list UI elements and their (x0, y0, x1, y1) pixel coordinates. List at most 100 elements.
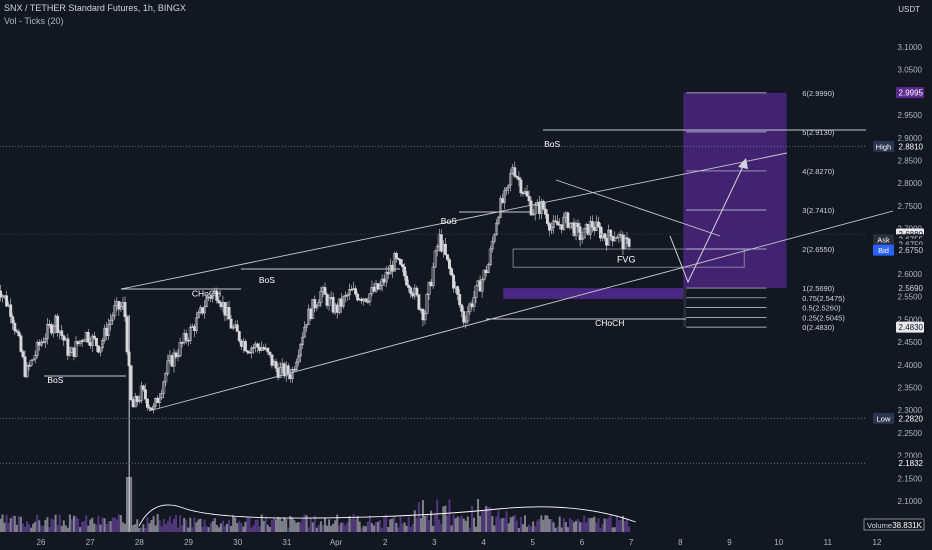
choch-label: CHoCH (595, 318, 624, 328)
candle-body (421, 309, 425, 321)
volume-bar (93, 523, 96, 532)
volume-bar (266, 524, 269, 532)
volume-bar (444, 505, 447, 532)
x-tick-label: 4 (481, 538, 486, 547)
volume-bar (562, 518, 565, 532)
volume-bar (252, 525, 255, 532)
volume-bar (387, 527, 390, 532)
volume-bar (291, 517, 294, 532)
candle-body (466, 311, 470, 322)
candle-body (282, 363, 286, 377)
volume-bar (48, 527, 51, 532)
candle-body (590, 221, 594, 228)
volume-bar (323, 518, 326, 532)
candle-body (135, 396, 139, 402)
candle-body (627, 238, 631, 247)
candle-body (348, 289, 351, 296)
candle-body (31, 358, 35, 361)
volume-bar (491, 516, 494, 532)
candle-body (62, 335, 66, 341)
volume-bar (119, 515, 122, 532)
volume-bar (401, 523, 404, 532)
volume-bar (72, 515, 75, 532)
candle-body (533, 205, 537, 215)
volume-bar (589, 518, 592, 532)
candle-body (323, 287, 327, 295)
volume-bar (575, 520, 578, 532)
trend-line (555, 179, 721, 237)
candle-body (541, 200, 545, 210)
candle-body (315, 305, 319, 309)
volume-bar (507, 523, 510, 532)
volume-bar (479, 515, 482, 532)
candle-body (311, 299, 315, 320)
volume-bar (591, 517, 594, 532)
candle-body (407, 284, 411, 288)
volume-bar (123, 523, 126, 532)
x-tick-label: 27 (86, 538, 95, 547)
volume-label-tag: Volume (867, 521, 892, 530)
candle-body (239, 340, 243, 347)
volume-bar (548, 519, 551, 532)
fib-level-label: 3(2.7410) (802, 206, 835, 215)
volume-bar (334, 520, 337, 532)
volume-bar (336, 514, 339, 532)
candle-body (68, 352, 72, 356)
volume-bar (205, 526, 208, 532)
price-tag-bg (873, 140, 894, 152)
volume-bar (268, 526, 271, 532)
candle-body (494, 222, 498, 236)
volume-bar (448, 499, 451, 532)
volume-bar (152, 516, 155, 532)
volume-bar (454, 518, 457, 532)
candle-body (160, 392, 164, 399)
volume-bar (305, 515, 308, 532)
candles-layer (0, 161, 631, 532)
candle-body (215, 290, 219, 301)
volume-bar (391, 518, 394, 532)
volume-bar (232, 515, 235, 532)
volume-bar (19, 516, 22, 532)
candle-body (597, 221, 600, 227)
candle-body (415, 287, 419, 295)
volume-ma-line (138, 504, 636, 527)
volume-bar (307, 527, 310, 532)
volume-bar (207, 527, 210, 532)
volume-bar (215, 524, 218, 532)
candle-body (250, 347, 253, 354)
volume-bar (126, 477, 129, 532)
volume-bar (407, 516, 410, 532)
candle-body (80, 340, 84, 342)
fib-level-label: 5(2.9130) (802, 128, 835, 137)
volume-bar (381, 527, 384, 532)
y-tick-label: 2.3000 (898, 406, 923, 415)
indicator-label: Vol - Ticks (20) (4, 16, 64, 26)
volume-bar (58, 514, 61, 532)
candle-body (174, 352, 178, 358)
candle-body (405, 275, 409, 286)
fib-level-label: 0.75(2.5475) (802, 294, 845, 303)
volume-bar (593, 516, 596, 532)
candle-body (76, 341, 80, 344)
candle-body (288, 374, 292, 380)
volume-bar (168, 516, 171, 532)
price-tag-bg (873, 244, 894, 256)
volume-bar (626, 518, 629, 532)
volume-bar (9, 518, 12, 532)
candle-body (50, 324, 53, 334)
candle-body (480, 279, 484, 292)
candle-body (52, 326, 56, 334)
candle-body (209, 296, 213, 299)
candle-body (470, 303, 474, 307)
candle-body (431, 266, 435, 287)
candle-body (74, 341, 78, 357)
volume-bar (260, 514, 263, 532)
candle-body (354, 288, 358, 295)
candle-body (497, 216, 500, 224)
x-tick-label: 3 (432, 538, 437, 547)
volume-bar (475, 526, 478, 532)
candle-body (9, 304, 13, 317)
volume-bar (230, 525, 233, 532)
price-label-bg (896, 321, 924, 333)
